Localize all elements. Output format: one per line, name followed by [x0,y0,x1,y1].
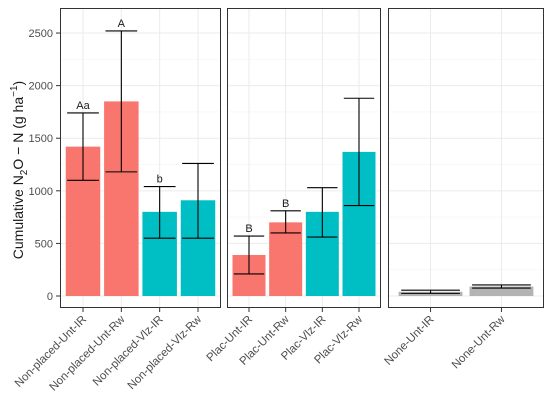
y-tick-label: 2500 [29,28,53,40]
error-bar [105,30,138,173]
x-tick-label: Non-placed-Vlz-IR [91,314,166,389]
error-bar [143,186,176,239]
panel-2: BPlac-Unt-IRBPlac-Unt-RwPlac-Vlz-IRPlac-… [205,8,381,368]
y-axis-title: Cumulative N2O − N (g ha−1) [9,81,30,259]
y-tick-label: 1500 [29,133,53,145]
panel-border [388,8,544,308]
error-bar [307,187,338,238]
x-tick-label: Non-placed-Unt-Rw [48,313,128,393]
y-tick-label: 0 [47,291,53,303]
x-tick-label: Non-placed-Vlz-Rw [126,313,205,392]
bar-plac-unt-rw [269,222,303,296]
significance-label: B [282,198,289,210]
panel-border [60,8,221,308]
significance-label: b [157,174,163,186]
error-bar [182,162,214,239]
significance-label: Aa [76,100,90,112]
x-tick-label: None-Unt-Rw [450,313,508,371]
panel-background [388,8,544,308]
x-tick-label: Non-placed-Unt-IR [13,314,89,390]
error-bar [233,235,265,275]
error-bar [67,112,99,181]
y-axis: 0 500 1000 1500 2000 2500 [29,28,60,303]
error-bar [472,284,531,289]
y-tick-label: 500 [35,238,53,250]
bar-none-unt-rw [469,286,534,296]
significance-label: A [118,18,126,30]
panel-1: Aa Non-placed-Unt-IR A Non-placed-Unt-Rw b No… [13,8,221,394]
error-bar [343,97,375,207]
x-tick-label: None-Unt-IR [383,314,437,368]
y-tick-label: 1000 [29,186,53,198]
panel-border [227,8,381,308]
y-tick-label: 2000 [29,81,53,93]
error-bar [270,210,301,234]
panels: Aa Non-placed-Unt-IR A Non-placed-Unt-Rw b No… [13,8,544,394]
error-bar [401,289,460,294]
significance-label: B [245,223,252,235]
panel-3: None-Unt-IR None-Unt-Rw [383,8,544,371]
